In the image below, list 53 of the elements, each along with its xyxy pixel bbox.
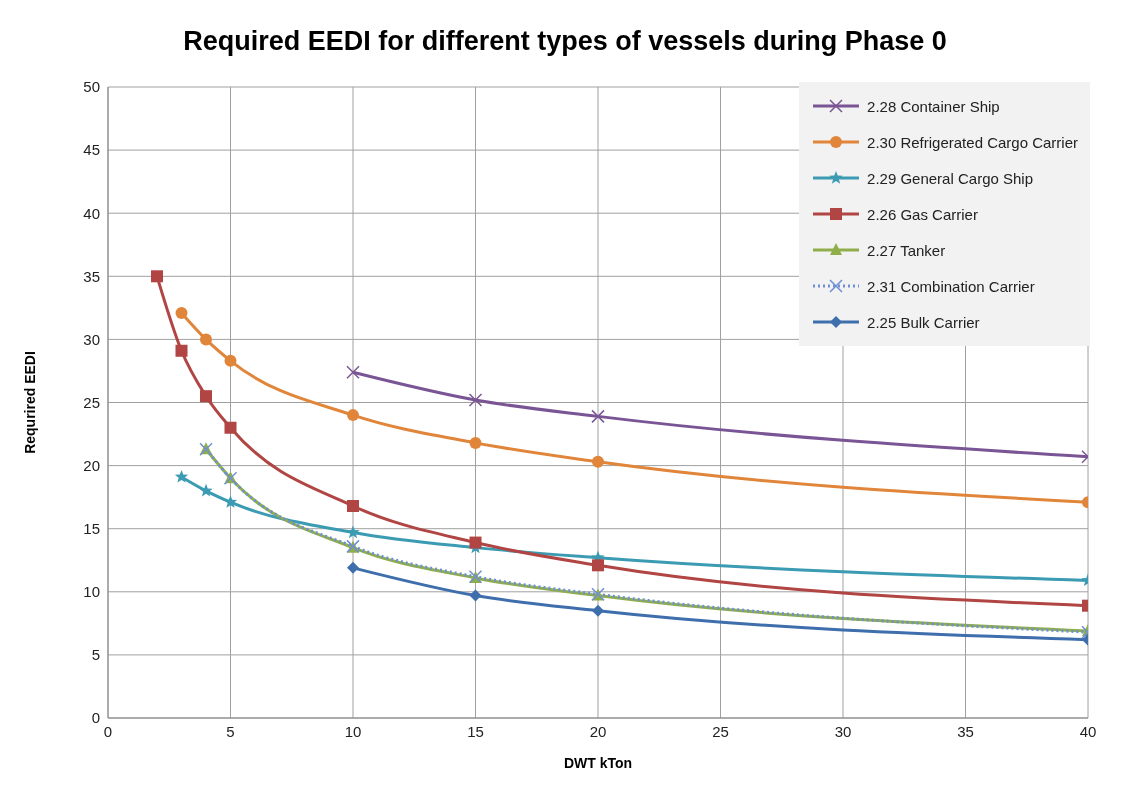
point — [592, 455, 604, 468]
point — [468, 393, 483, 407]
y-tick-label: 35 — [83, 267, 100, 285]
legend-label: 2.28 Container Ship — [867, 97, 1000, 115]
y-tick-label: 40 — [83, 204, 100, 222]
point — [224, 354, 237, 367]
point — [223, 495, 238, 508]
legend-label: 2.25 Bulk Carrier — [867, 313, 980, 331]
point — [346, 525, 360, 539]
point — [469, 536, 482, 549]
y-tick-label: 10 — [83, 583, 100, 601]
point — [469, 589, 482, 602]
legend-label: 2.31 Combination Carrier — [867, 277, 1035, 295]
point — [199, 483, 213, 497]
y-axis-title: Requrired EEDI — [21, 351, 38, 454]
legend-label: 2.30 Refrigerated Cargo Carrier — [867, 133, 1078, 151]
y-tick-label: 30 — [83, 330, 100, 348]
chart-title: Required EEDI for different types of vessels during Phase 0 — [182, 26, 948, 57]
legend-label: 2.27 Tanker — [867, 241, 946, 259]
y-tick-label: 15 — [83, 520, 100, 538]
x-tick-label: 40 — [1079, 722, 1097, 740]
y-tick-label: 50 — [83, 78, 100, 96]
point — [591, 409, 605, 424]
x-tick-label: 15 — [467, 722, 484, 740]
x-tick-label: 35 — [957, 722, 974, 740]
y-tick-label: 25 — [83, 393, 100, 411]
point — [200, 390, 212, 403]
point — [151, 270, 163, 283]
x-tick-label: 5 — [226, 722, 235, 740]
point — [469, 436, 482, 449]
y-tick-label: 20 — [83, 456, 100, 474]
y-tick-label: 45 — [83, 141, 100, 159]
point — [347, 561, 359, 574]
legend-label: 2.29 General Cargo Ship — [867, 169, 1033, 187]
y-tick-label: 5 — [91, 646, 100, 664]
point — [175, 306, 188, 319]
point — [347, 499, 359, 512]
x-axis-title: DWT kTon — [563, 755, 633, 771]
point — [346, 365, 360, 379]
point — [592, 559, 604, 572]
x-tick-label: 30 — [834, 722, 852, 740]
legend-label: 2.26 Gas Carrier — [867, 205, 978, 223]
point — [175, 344, 188, 357]
point — [592, 604, 604, 617]
point — [224, 421, 237, 434]
point — [200, 333, 212, 346]
x-tick-label: 0 — [103, 722, 113, 740]
y-tick-label: 0 — [91, 709, 100, 727]
x-tick-label: 25 — [712, 722, 729, 740]
x-tick-label: 20 — [589, 722, 607, 740]
x-tick-label: 10 — [344, 722, 362, 740]
point — [174, 469, 189, 483]
point — [347, 409, 359, 422]
